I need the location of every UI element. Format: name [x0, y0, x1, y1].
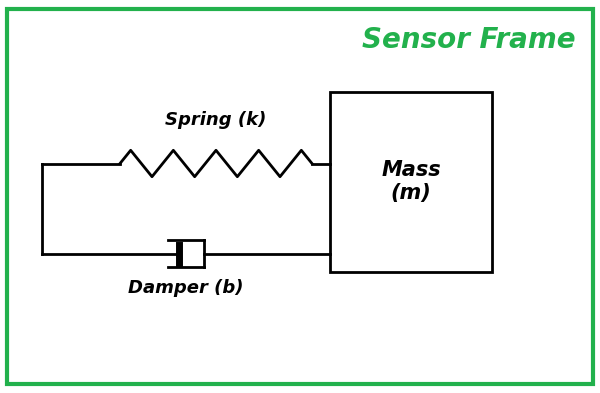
Text: Spring (k): Spring (k) — [166, 111, 266, 129]
Text: Mass
(m): Mass (m) — [381, 160, 441, 203]
Text: Sensor Frame: Sensor Frame — [362, 26, 576, 53]
Text: Damper (b): Damper (b) — [128, 279, 244, 297]
Bar — [330, 92, 492, 272]
